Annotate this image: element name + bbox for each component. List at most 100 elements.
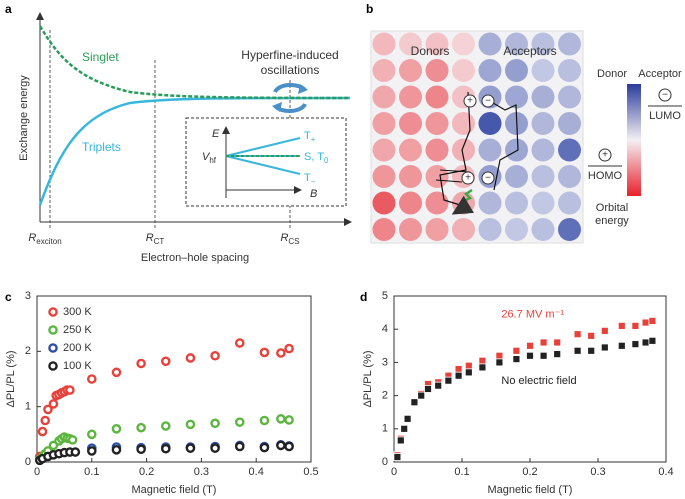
- point: [70, 447, 81, 457]
- legend-label: 300 K: [63, 306, 92, 318]
- site: [452, 32, 475, 56]
- site: [505, 165, 528, 188]
- site: [531, 191, 555, 215]
- point: [400, 424, 409, 433]
- point: [539, 338, 548, 347]
- point: [553, 350, 562, 359]
- point: [65, 385, 75, 395]
- site: [478, 191, 502, 215]
- site: [372, 191, 396, 215]
- point: [87, 429, 97, 440]
- site: [399, 85, 422, 109]
- acceptor-label: Acceptor: [638, 68, 682, 80]
- point: [464, 361, 473, 370]
- point: [587, 331, 596, 340]
- point: [284, 343, 294, 354]
- point: [454, 365, 463, 373]
- site: [372, 32, 396, 56]
- y-tick-label: 3: [382, 356, 388, 368]
- site: [558, 165, 581, 188]
- site: [372, 218, 396, 241]
- point: [37, 426, 48, 437]
- panel-label: b: [366, 2, 373, 16]
- point: [210, 350, 220, 361]
- legend-label: 250 K: [63, 324, 92, 336]
- singlet-curve: [38, 25, 351, 100]
- point: [641, 338, 650, 347]
- point: [495, 351, 504, 360]
- point: [417, 391, 426, 400]
- point: [526, 341, 534, 350]
- panel-a: a Exchange energy Electron–hole spacing …: [5, 2, 352, 264]
- x-mark: Rexciton: [28, 232, 61, 246]
- point: [454, 371, 463, 380]
- point: [259, 415, 270, 426]
- point: [160, 443, 171, 454]
- point: [276, 440, 286, 451]
- point: [434, 381, 443, 390]
- panel-label: d: [360, 290, 367, 304]
- point: [573, 330, 582, 339]
- oscillation-icon: [272, 82, 308, 114]
- site: [505, 85, 528, 109]
- subscript: hf: [209, 156, 216, 165]
- site: [531, 32, 555, 56]
- x-label: Magnetic field (T): [488, 484, 573, 496]
- x-tick-label: 0.2: [139, 466, 154, 478]
- subscript: CT: [154, 237, 165, 246]
- x-tick-label: 0.4: [658, 466, 673, 478]
- site: [558, 218, 581, 241]
- t-minus-line: [225, 155, 301, 175]
- site: [425, 191, 449, 215]
- point: [617, 321, 626, 330]
- electron-icon: [658, 88, 672, 102]
- point: [648, 316, 657, 325]
- y-tick-label: 2: [25, 345, 31, 357]
- electron: [481, 94, 495, 108]
- subscript: 0: [324, 156, 329, 165]
- donor-label: Donor: [597, 68, 627, 80]
- site: [505, 32, 528, 56]
- x-label: Electron–hole spacing: [141, 252, 249, 264]
- y-tick-label: 2: [382, 390, 388, 402]
- point: [185, 353, 196, 363]
- point: [67, 435, 78, 445]
- point: [631, 340, 640, 349]
- panel-label: c: [5, 290, 12, 304]
- point: [600, 326, 609, 335]
- point: [136, 444, 146, 455]
- site: [399, 218, 422, 241]
- point: [87, 374, 97, 384]
- site: [531, 59, 555, 82]
- y-tick-label: 1: [382, 423, 388, 435]
- point: [410, 398, 419, 407]
- x-tick-label: 0.3: [194, 466, 209, 478]
- inset-e: E: [212, 128, 220, 140]
- point: [234, 441, 245, 452]
- site: [399, 112, 422, 135]
- main-text: S, T: [304, 151, 324, 163]
- point: [424, 385, 432, 393]
- minus-sign: −: [662, 90, 668, 101]
- site: [531, 165, 555, 188]
- plus-sign: +: [467, 96, 473, 107]
- point: [111, 423, 122, 434]
- x-label: Magnetic field (T): [132, 484, 217, 496]
- x-tick-label: 0.1: [454, 466, 469, 478]
- y-tick-label: 1: [25, 401, 31, 413]
- acceptors-label: Acceptors: [503, 44, 556, 58]
- point: [40, 415, 51, 426]
- point: [276, 348, 286, 358]
- site: [372, 138, 396, 162]
- legend-label: 100 K: [63, 360, 92, 372]
- main-text: R: [280, 232, 288, 244]
- y-tick-label: 4: [382, 323, 388, 335]
- hole: [461, 171, 475, 185]
- main-text: R: [146, 232, 154, 244]
- site: [425, 218, 449, 241]
- site: [452, 112, 475, 135]
- hole: [463, 94, 477, 108]
- point: [464, 368, 473, 377]
- site: [452, 138, 475, 162]
